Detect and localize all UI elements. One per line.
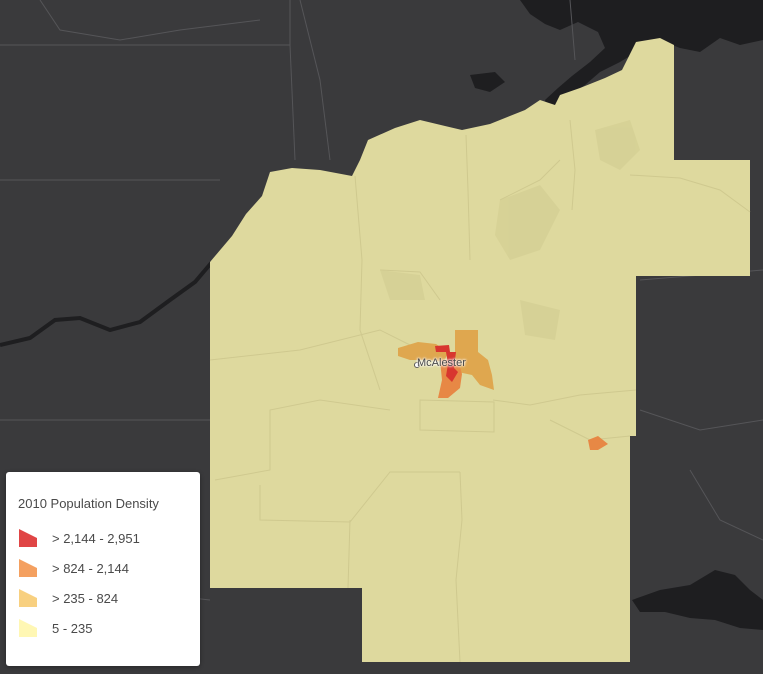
legend-swatch [19,589,37,607]
legend-item: > 235 - 824 [18,583,200,613]
legend-item: > 824 - 2,144 [18,553,200,583]
tract-class-2144-2951 [435,345,450,352]
tract-class-235-824 [455,330,494,390]
background-roads [0,0,763,601]
legend-swatch [19,529,37,547]
legend-item: > 2,144 - 2,951 [18,523,200,553]
tract-class-824-2144-se [588,436,608,450]
legend-title: 2010 Population Density [18,496,159,511]
river-shape [0,260,214,347]
legend-item: 5 - 235 [18,613,200,643]
tract-class-2144-2951-b [446,352,458,382]
lake-shape [520,0,763,110]
terrain-patches [380,120,640,340]
legend-panel: 2010 Population Density > 2,144 - 2,951 … [6,472,200,666]
mcalester-density-tracts [398,330,608,450]
city-dot [414,362,420,368]
tract-boundaries [209,119,751,663]
legend-swatch [19,619,37,637]
county-boundary [210,38,750,662]
city-label: McAlester [417,357,466,369]
legend-swatch [19,559,37,577]
legend-label: > 824 - 2,144 [52,560,129,576]
lake-inlet [470,72,505,92]
legend-label: 5 - 235 [52,620,93,636]
lake-shape-south [632,570,763,630]
legend-label: > 2,144 - 2,951 [52,530,140,546]
legend-label: > 235 - 824 [52,590,119,606]
